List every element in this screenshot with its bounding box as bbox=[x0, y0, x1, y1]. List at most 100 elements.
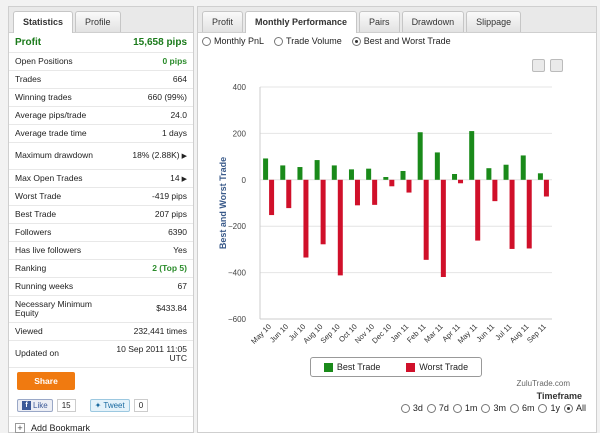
stat-row: Best Trade 207 pips bbox=[9, 206, 193, 224]
legend-best-label: Best Trade bbox=[336, 361, 381, 372]
stat-value-wrap: Yes bbox=[173, 244, 187, 255]
stat-value-wrap: 664 bbox=[172, 73, 187, 84]
x-tick-label: May 10 bbox=[249, 322, 273, 346]
timeframe-All[interactable]: All bbox=[563, 403, 586, 413]
view-monthly-pnl-label: Monthly PnL bbox=[214, 36, 265, 46]
timeframe-1m[interactable]: 1m bbox=[452, 403, 478, 413]
facebook-like-count: 15 bbox=[56, 398, 76, 412]
stat-value: 24.0 bbox=[170, 109, 187, 120]
tab-pairs[interactable]: Pairs bbox=[359, 11, 400, 32]
performance-panel: Profit Monthly Performance Pairs Drawdow… bbox=[197, 6, 597, 433]
plus-icon: + bbox=[15, 423, 25, 433]
radio-icon bbox=[481, 403, 491, 413]
stat-value: 18% (2.88K) bbox=[132, 150, 180, 161]
right-tabs: Profit Monthly Performance Pairs Drawdow… bbox=[198, 7, 596, 33]
best-trade-bar bbox=[314, 160, 320, 180]
view-trade-volume[interactable]: Trade Volume bbox=[274, 36, 342, 46]
print-icon[interactable] bbox=[532, 59, 545, 72]
best-trade-bar bbox=[520, 155, 526, 180]
stat-row[interactable]: Max Open Trades 14 ▶ bbox=[9, 170, 193, 188]
y-axis-label: Best and Worst Trade bbox=[218, 157, 228, 249]
best-worst-trade-chart: 400 200 0 −200 −400 −600 Best and Worst Trade M… bbox=[218, 83, 552, 346]
social-buttons: f Like 15 ✦ Tweet 0 bbox=[9, 394, 193, 416]
x-tick-label: Mar 11 bbox=[422, 322, 444, 344]
best-trade-bar bbox=[348, 169, 354, 180]
best-trade-bar bbox=[383, 177, 389, 180]
tweet-button[interactable]: ✦ Tweet bbox=[89, 398, 130, 412]
legend-swatch-worst bbox=[406, 363, 416, 373]
facebook-like-button[interactable]: f Like bbox=[17, 398, 53, 412]
facebook-like-label: Like bbox=[33, 400, 48, 410]
tab-monthly-performance[interactable]: Monthly Performance bbox=[245, 11, 358, 33]
best-trade-bar bbox=[280, 165, 286, 180]
stat-value: 664 bbox=[172, 73, 187, 84]
best-trade-bar bbox=[469, 131, 475, 180]
best-trade-bar bbox=[263, 158, 269, 180]
view-trade-volume-label: Trade Volume bbox=[286, 36, 342, 46]
download-icon[interactable] bbox=[550, 59, 563, 72]
facebook-icon: f bbox=[22, 400, 31, 410]
view-best-worst-trade-label: Best and Worst Trade bbox=[363, 36, 451, 46]
worst-trade-bar bbox=[354, 179, 360, 206]
stat-value: 10 Sep 2011 11:05 UTC bbox=[116, 343, 187, 363]
tab-statistics[interactable]: Statistics bbox=[13, 11, 74, 33]
legend-worst-trade: Worst Trade bbox=[406, 361, 469, 373]
stat-value-wrap: 660 (99%) bbox=[148, 92, 187, 102]
profit-label: Profit bbox=[15, 37, 42, 48]
expand-arrow-icon[interactable]: ▶ bbox=[181, 153, 187, 160]
stat-label: Best Trade bbox=[15, 208, 57, 219]
tab-profile[interactable]: Profile bbox=[75, 11, 121, 32]
stat-row: Average pips/trade 24.0 bbox=[9, 107, 193, 125]
stat-label: Average trade time bbox=[15, 127, 87, 138]
tab-drawdown[interactable]: Drawdown bbox=[401, 11, 465, 32]
tab-slippage[interactable]: Slippage bbox=[466, 11, 522, 32]
tab-profit[interactable]: Profit bbox=[202, 11, 244, 32]
worst-trade-bar bbox=[372, 179, 378, 205]
timeframe-selector: 3d 7d 1m 3m 6m 1y All bbox=[400, 403, 586, 413]
radio-selected-icon bbox=[351, 36, 361, 46]
best-trade-bar bbox=[537, 173, 543, 180]
worst-trade-bar bbox=[286, 179, 292, 209]
worst-trade-bar bbox=[492, 179, 498, 202]
stat-row: Winning trades 660 (99%) bbox=[9, 89, 193, 107]
stat-value-wrap: 0 pips bbox=[162, 56, 187, 66]
chart-credit: ZuluTrade.com bbox=[516, 379, 571, 388]
y-tick-label: −400 bbox=[228, 269, 247, 278]
timeframe-6m[interactable]: 6m bbox=[509, 403, 534, 413]
stat-row: Updated on 10 Sep 2011 11:05 UTC bbox=[9, 341, 193, 368]
stat-row: Trades 664 bbox=[9, 71, 193, 89]
stat-label: Maximum drawdown bbox=[15, 150, 93, 161]
timeframe-3d[interactable]: 3d bbox=[400, 403, 423, 413]
stat-row: Viewed 232,441 times bbox=[9, 323, 193, 341]
stat-row: Running weeks 67 bbox=[9, 278, 193, 296]
stat-value-wrap: 18% (2.88K) ▶ bbox=[132, 150, 187, 161]
timeframe-label: 3d bbox=[412, 403, 423, 413]
view-best-worst-trade[interactable]: Best and Worst Trade bbox=[351, 36, 451, 46]
stat-value-wrap: 1 days bbox=[161, 127, 187, 138]
stat-value-wrap: 207 pips bbox=[155, 209, 187, 219]
timeframe-label: 1m bbox=[464, 403, 478, 413]
stat-row[interactable]: Maximum drawdown 18% (2.88K) ▶ bbox=[9, 143, 193, 170]
add-bookmark-link[interactable]: + Add Bookmark bbox=[9, 416, 193, 433]
x-tick-label: Jun 11 bbox=[474, 322, 496, 344]
tweet-label: Tweet bbox=[103, 400, 125, 410]
timeframe-7d[interactable]: 7d bbox=[426, 403, 449, 413]
stat-value: $433.84 bbox=[156, 303, 187, 314]
stat-value: Yes bbox=[173, 244, 187, 255]
view-monthly-pnl[interactable]: Monthly PnL bbox=[202, 36, 264, 46]
stat-label: Updated on bbox=[15, 348, 59, 359]
timeframe-3m[interactable]: 3m bbox=[481, 403, 506, 413]
x-tick-label: Sep 10 bbox=[319, 322, 342, 345]
best-trade-bar bbox=[400, 170, 406, 180]
radio-icon bbox=[426, 403, 436, 413]
share-button[interactable]: Share bbox=[17, 372, 75, 390]
legend-worst-label: Worst Trade bbox=[419, 361, 469, 372]
timeframe-label: All bbox=[575, 403, 586, 413]
stat-value: 1 days bbox=[161, 127, 187, 138]
share-area: Share bbox=[9, 368, 193, 394]
timeframe-1y[interactable]: 1y bbox=[538, 403, 560, 413]
expand-arrow-icon[interactable]: ▶ bbox=[181, 175, 187, 183]
stat-value-wrap: 67 bbox=[178, 281, 187, 291]
worst-trade-bar bbox=[303, 179, 309, 258]
worst-trade-bar bbox=[320, 179, 326, 245]
